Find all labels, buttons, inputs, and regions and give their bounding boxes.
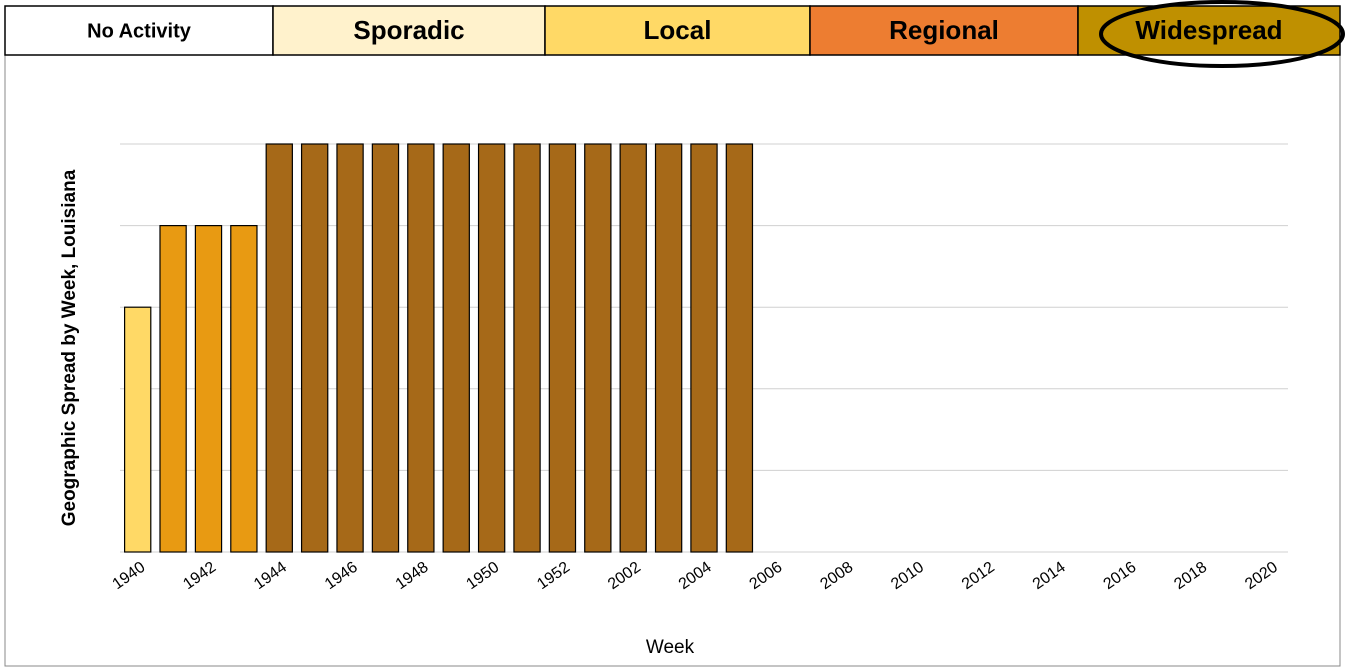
highlight-ellipse	[1099, 0, 1345, 68]
bar	[654, 143, 683, 553]
bar	[230, 225, 258, 553]
bar	[265, 143, 293, 553]
legend-label: Local	[644, 15, 712, 45]
bar	[336, 143, 364, 553]
bar	[548, 143, 577, 553]
legend-cell	[4, 5, 274, 56]
legend-label: No Activity	[87, 20, 192, 42]
bar	[619, 143, 647, 553]
legend-label: Widespread	[1135, 15, 1282, 45]
bar	[725, 143, 754, 553]
bar	[124, 306, 152, 553]
legend-label: Sporadic	[353, 15, 464, 45]
bar	[300, 143, 329, 553]
bar	[442, 143, 470, 553]
bar	[159, 225, 187, 553]
bar	[371, 143, 400, 553]
bar	[477, 143, 506, 553]
bar	[513, 143, 541, 553]
legend-cell	[272, 5, 546, 56]
bar	[584, 143, 612, 553]
bar	[690, 143, 718, 553]
bar	[194, 225, 223, 553]
x-axis-title: Week	[646, 637, 695, 658]
bar	[407, 143, 435, 553]
legend-cell	[809, 5, 1079, 56]
y-axis-title: Geographic Spread by Week, Louisiana	[59, 169, 80, 526]
activity-legend: No Activity Sporadic Local Regional Widespre…	[4, 5, 1341, 56]
legend-label: Regional	[889, 15, 999, 45]
